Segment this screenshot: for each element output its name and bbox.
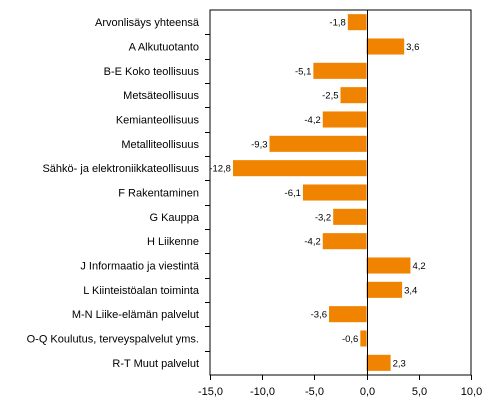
value-label: -4,2	[304, 237, 320, 248]
bar	[322, 233, 367, 250]
x-tick-label: -15,0	[198, 386, 223, 398]
category-label: G Kauppa	[149, 212, 199, 224]
value-label: -4,2	[304, 115, 320, 126]
category-label: Arvonlisäys yhteensä	[95, 17, 200, 29]
bar	[366, 257, 411, 274]
bar	[302, 184, 367, 201]
value-label: -3,6	[311, 310, 327, 321]
category-label: M-N Liike-elämän palvelut	[72, 309, 199, 321]
bar	[333, 208, 367, 225]
value-label: 2,3	[393, 358, 406, 369]
value-label: -2,5	[322, 91, 338, 102]
bar	[322, 111, 367, 128]
x-tick-label: 5,0	[412, 386, 427, 398]
value-label: -9,3	[251, 139, 267, 150]
category-label: H Liikenne	[147, 236, 199, 248]
bar	[232, 160, 367, 177]
value-label: 3,6	[406, 42, 419, 53]
category-label: Sähkö- ja elektroniikkateollisuus	[42, 163, 199, 175]
x-axis-ticks: -15,0 -10,0 -5,0 0,0 5,0 10,0	[198, 34, 482, 398]
category-label: Kemianteollisuus	[116, 115, 200, 127]
category-label: J Informaatio ja viestintä	[80, 261, 199, 273]
bar	[347, 14, 367, 31]
value-label: 4,2	[412, 261, 425, 272]
value-label: 3,4	[404, 285, 417, 296]
category-label: Metalliteollisuus	[121, 139, 199, 151]
value-label: -0,6	[342, 334, 358, 345]
category-label: O-Q Koulutus, terveyspalvelut yms.	[27, 334, 199, 346]
category-label: R-T Muut palvelut	[112, 358, 199, 370]
x-tick-label: 0,0	[360, 386, 375, 398]
x-tick-label: -10,0	[250, 386, 275, 398]
bar	[366, 38, 405, 55]
value-labels: -1,8 3,6 -5,1 -2,5 -4,2 -9,3 -12,8 -6,1 -3,2 -4,2…	[209, 18, 425, 370]
value-label: -3,2	[315, 212, 331, 223]
category-label: A Alkutuotanto	[129, 42, 199, 54]
bar	[360, 330, 367, 347]
bar	[329, 306, 367, 323]
bar	[340, 87, 367, 104]
category-label: F Rakentaminen	[118, 188, 199, 200]
value-label: -6,1	[285, 188, 301, 199]
bar	[366, 281, 403, 298]
value-label: -12,8	[209, 164, 231, 175]
bar	[313, 62, 367, 79]
bars-layer	[232, 14, 411, 371]
bar	[269, 135, 367, 152]
category-labels: Arvonlisäys yhteensä A Alkutuotanto B-E Ko…	[27, 17, 200, 370]
value-label: -1,8	[329, 18, 345, 29]
value-label: -5,1	[295, 66, 311, 77]
x-tick-label: 10,0	[461, 386, 482, 398]
category-label: B-E Koko teollisuus	[104, 66, 200, 78]
x-tick-label: -5,0	[305, 386, 324, 398]
bar	[366, 354, 391, 371]
category-label: L Kiinteistöalan toiminta	[83, 285, 200, 297]
category-label: Metsäteollisuus	[123, 90, 199, 102]
